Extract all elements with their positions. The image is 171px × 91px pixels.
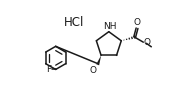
- Polygon shape: [96, 55, 101, 65]
- Text: F: F: [46, 65, 51, 74]
- Text: O: O: [144, 38, 151, 47]
- Text: HCl: HCl: [64, 16, 84, 29]
- Text: O: O: [134, 18, 141, 27]
- Text: NH: NH: [103, 22, 116, 31]
- Text: O: O: [90, 66, 97, 75]
